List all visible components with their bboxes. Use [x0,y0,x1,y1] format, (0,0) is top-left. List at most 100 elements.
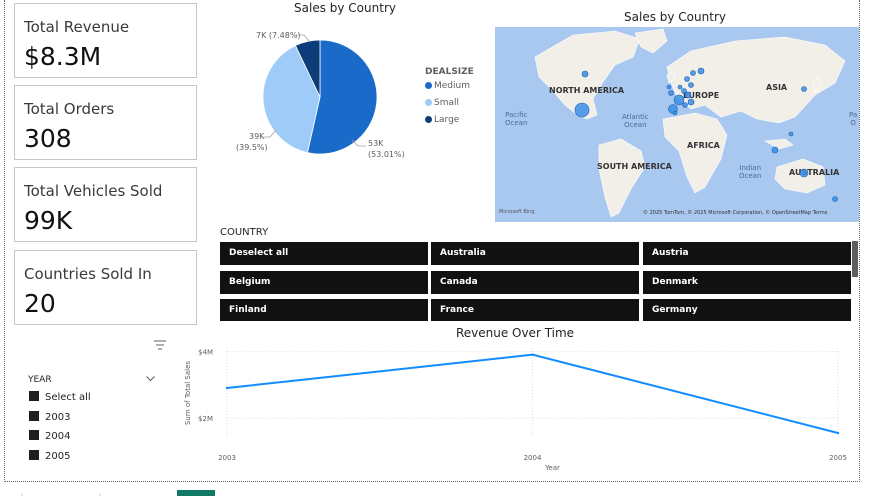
y-axis-label: Sum of Total Sales [184,361,192,425]
country-tile-germany[interactable]: Germany [643,299,851,321]
line-point[interactable] [531,353,534,356]
bubble-finland[interactable] [697,67,705,75]
bubble-japan[interactable] [801,86,807,92]
map-bubbles [574,67,838,202]
country-slicer-header: COUNTRY [220,227,269,238]
pie-label-small-pct: (39.5%) [236,143,268,152]
pie-slice-small[interactable] [262,44,321,154]
line-point[interactable] [836,431,840,435]
country-tile-australia[interactable]: Australia [431,242,639,265]
bubble-philippines[interactable] [788,131,794,137]
bubble-usa[interactable] [574,102,590,118]
map-attribution[interactable]: © 2025 TomTom, © 2025 Microsoft Corporat… [643,210,828,216]
checkbox-icon[interactable] [29,430,39,440]
bubble-canada[interactable] [581,70,589,78]
country-tile-france[interactable]: France [431,299,639,321]
map-label-south-america: SOUTH AMERICA [597,162,672,171]
bubble-netherlands[interactable] [666,84,672,90]
checkbox-icon[interactable] [29,391,39,401]
year-item-label: Select all [45,392,91,403]
bubble-austria[interactable] [688,82,694,88]
kpi-label: Total Revenue [24,18,130,36]
kpi-card-total-orders[interactable]: Total Orders 308 [14,85,197,160]
checkbox-icon[interactable] [29,411,39,421]
legend-item-medium[interactable]: Medium [425,81,470,91]
bubble-switzerland[interactable] [682,102,688,108]
kpi-label: Total Vehicles Sold [24,182,163,200]
map-label-australia: AUSTRALIA [789,168,840,177]
year-item-select-all[interactable]: Select all [29,391,91,403]
pie-label-medium-value: 53K [368,139,384,148]
bubble-uk[interactable] [668,90,674,96]
report-canvas [4,0,860,482]
x-tick-label: 2004 [524,454,542,462]
year-item-2005[interactable]: 2005 [29,450,70,462]
legend-item-small[interactable]: Small [425,98,459,108]
pie-label-large: 7K (7.48%) [256,31,301,40]
page-tabs [21,490,215,496]
bubble-portugal[interactable] [672,110,678,116]
year-item-label: 2003 [45,412,71,423]
country-slicer-scrollbar[interactable] [852,241,858,277]
map-label-north-america: NORTH AMERICA [549,86,625,95]
kpi-card-total-revenue[interactable]: Total Revenue $8.3M [14,3,197,78]
chevron-down-icon[interactable] [146,376,155,382]
map-label-pacific-ocean: Pacific Ocean [505,111,528,127]
kpi-label: Countries Sold In [24,265,152,283]
country-tile-deselect-all[interactable]: Deselect all [220,242,428,265]
bubble-ireland[interactable] [677,84,683,90]
line-chart[interactable]: $4M $2M 2003 2004 2005 Year Sum of Total Sales [180,340,860,480]
x-tick-label: 2005 [829,454,847,462]
pie-chart-title: Sales by Country [294,1,396,15]
bubble-germany[interactable] [684,91,692,99]
map-label-atlantic-ocean: Atlantic Ocean [622,113,649,129]
map-label-asia: ASIA [766,83,788,92]
line-chart-title: Revenue Over Time [455,326,575,340]
kpi-value: 308 [24,124,72,153]
bubble-italy[interactable] [687,98,695,106]
filter-lines-icon[interactable] [154,340,166,350]
line-point[interactable] [225,386,229,390]
active-page-tab[interactable] [177,490,215,496]
map-label-europe: EUROPE [683,91,720,100]
bubble-new-zealand[interactable] [832,196,838,202]
legend-label: Small [434,98,459,108]
pie-label-medium-pct: (53.01%) [368,150,405,159]
y-tick-label: $4M [198,348,213,356]
year-item-2003[interactable]: 2003 [29,411,70,423]
bubble-norway[interactable] [690,70,696,76]
year-slicer [14,328,182,478]
pie-chart[interactable] [255,34,385,164]
map-visual[interactable]: NORTH AMERICA EUROPE ASIA AFRICA SOUTH A… [495,27,859,222]
bubble-france[interactable] [673,94,685,106]
pie-slice-large[interactable] [294,39,321,98]
country-tile-denmark[interactable]: Denmark [643,271,851,294]
checkbox-icon[interactable] [29,450,39,460]
y-tick-label: $2M [198,415,213,423]
map-label-indian-ocean: Indian Ocean [739,164,762,180]
x-tick-label: 2003 [218,454,236,462]
pie-slice-medium[interactable] [306,39,378,155]
year-item-label: 2005 [45,451,71,462]
bubble-singapore[interactable] [771,146,779,154]
x-axis-label: Year [544,464,560,472]
legend-label: Large [434,115,460,125]
country-tile-finland[interactable]: Finland [220,299,428,321]
kpi-card-countries-sold-in[interactable]: Countries Sold In 20 [14,250,197,325]
year-item-2004[interactable]: 2004 [29,430,70,442]
legend-label: Medium [434,81,470,91]
bubble-belgium[interactable] [681,88,687,94]
kpi-label: Total Orders [24,100,115,118]
map-label-pacific-ocean-east: Pa O [849,111,858,127]
bubble-australia[interactable] [799,168,809,178]
kpi-value: 99K [24,206,73,235]
kpi-card-total-vehicles-sold[interactable]: Total Vehicles Sold 99K [14,167,197,242]
legend-item-large[interactable]: Large [425,115,459,125]
kpi-value: 20 [24,289,56,318]
country-tile-belgium[interactable]: Belgium [220,271,428,294]
country-tile-canada[interactable]: Canada [431,271,639,294]
country-tile-austria[interactable]: Austria [643,242,851,265]
bubble-denmark[interactable] [684,76,690,82]
pie-label-small-value: 39K [249,132,265,141]
map-label-africa: AFRICA [687,141,720,150]
